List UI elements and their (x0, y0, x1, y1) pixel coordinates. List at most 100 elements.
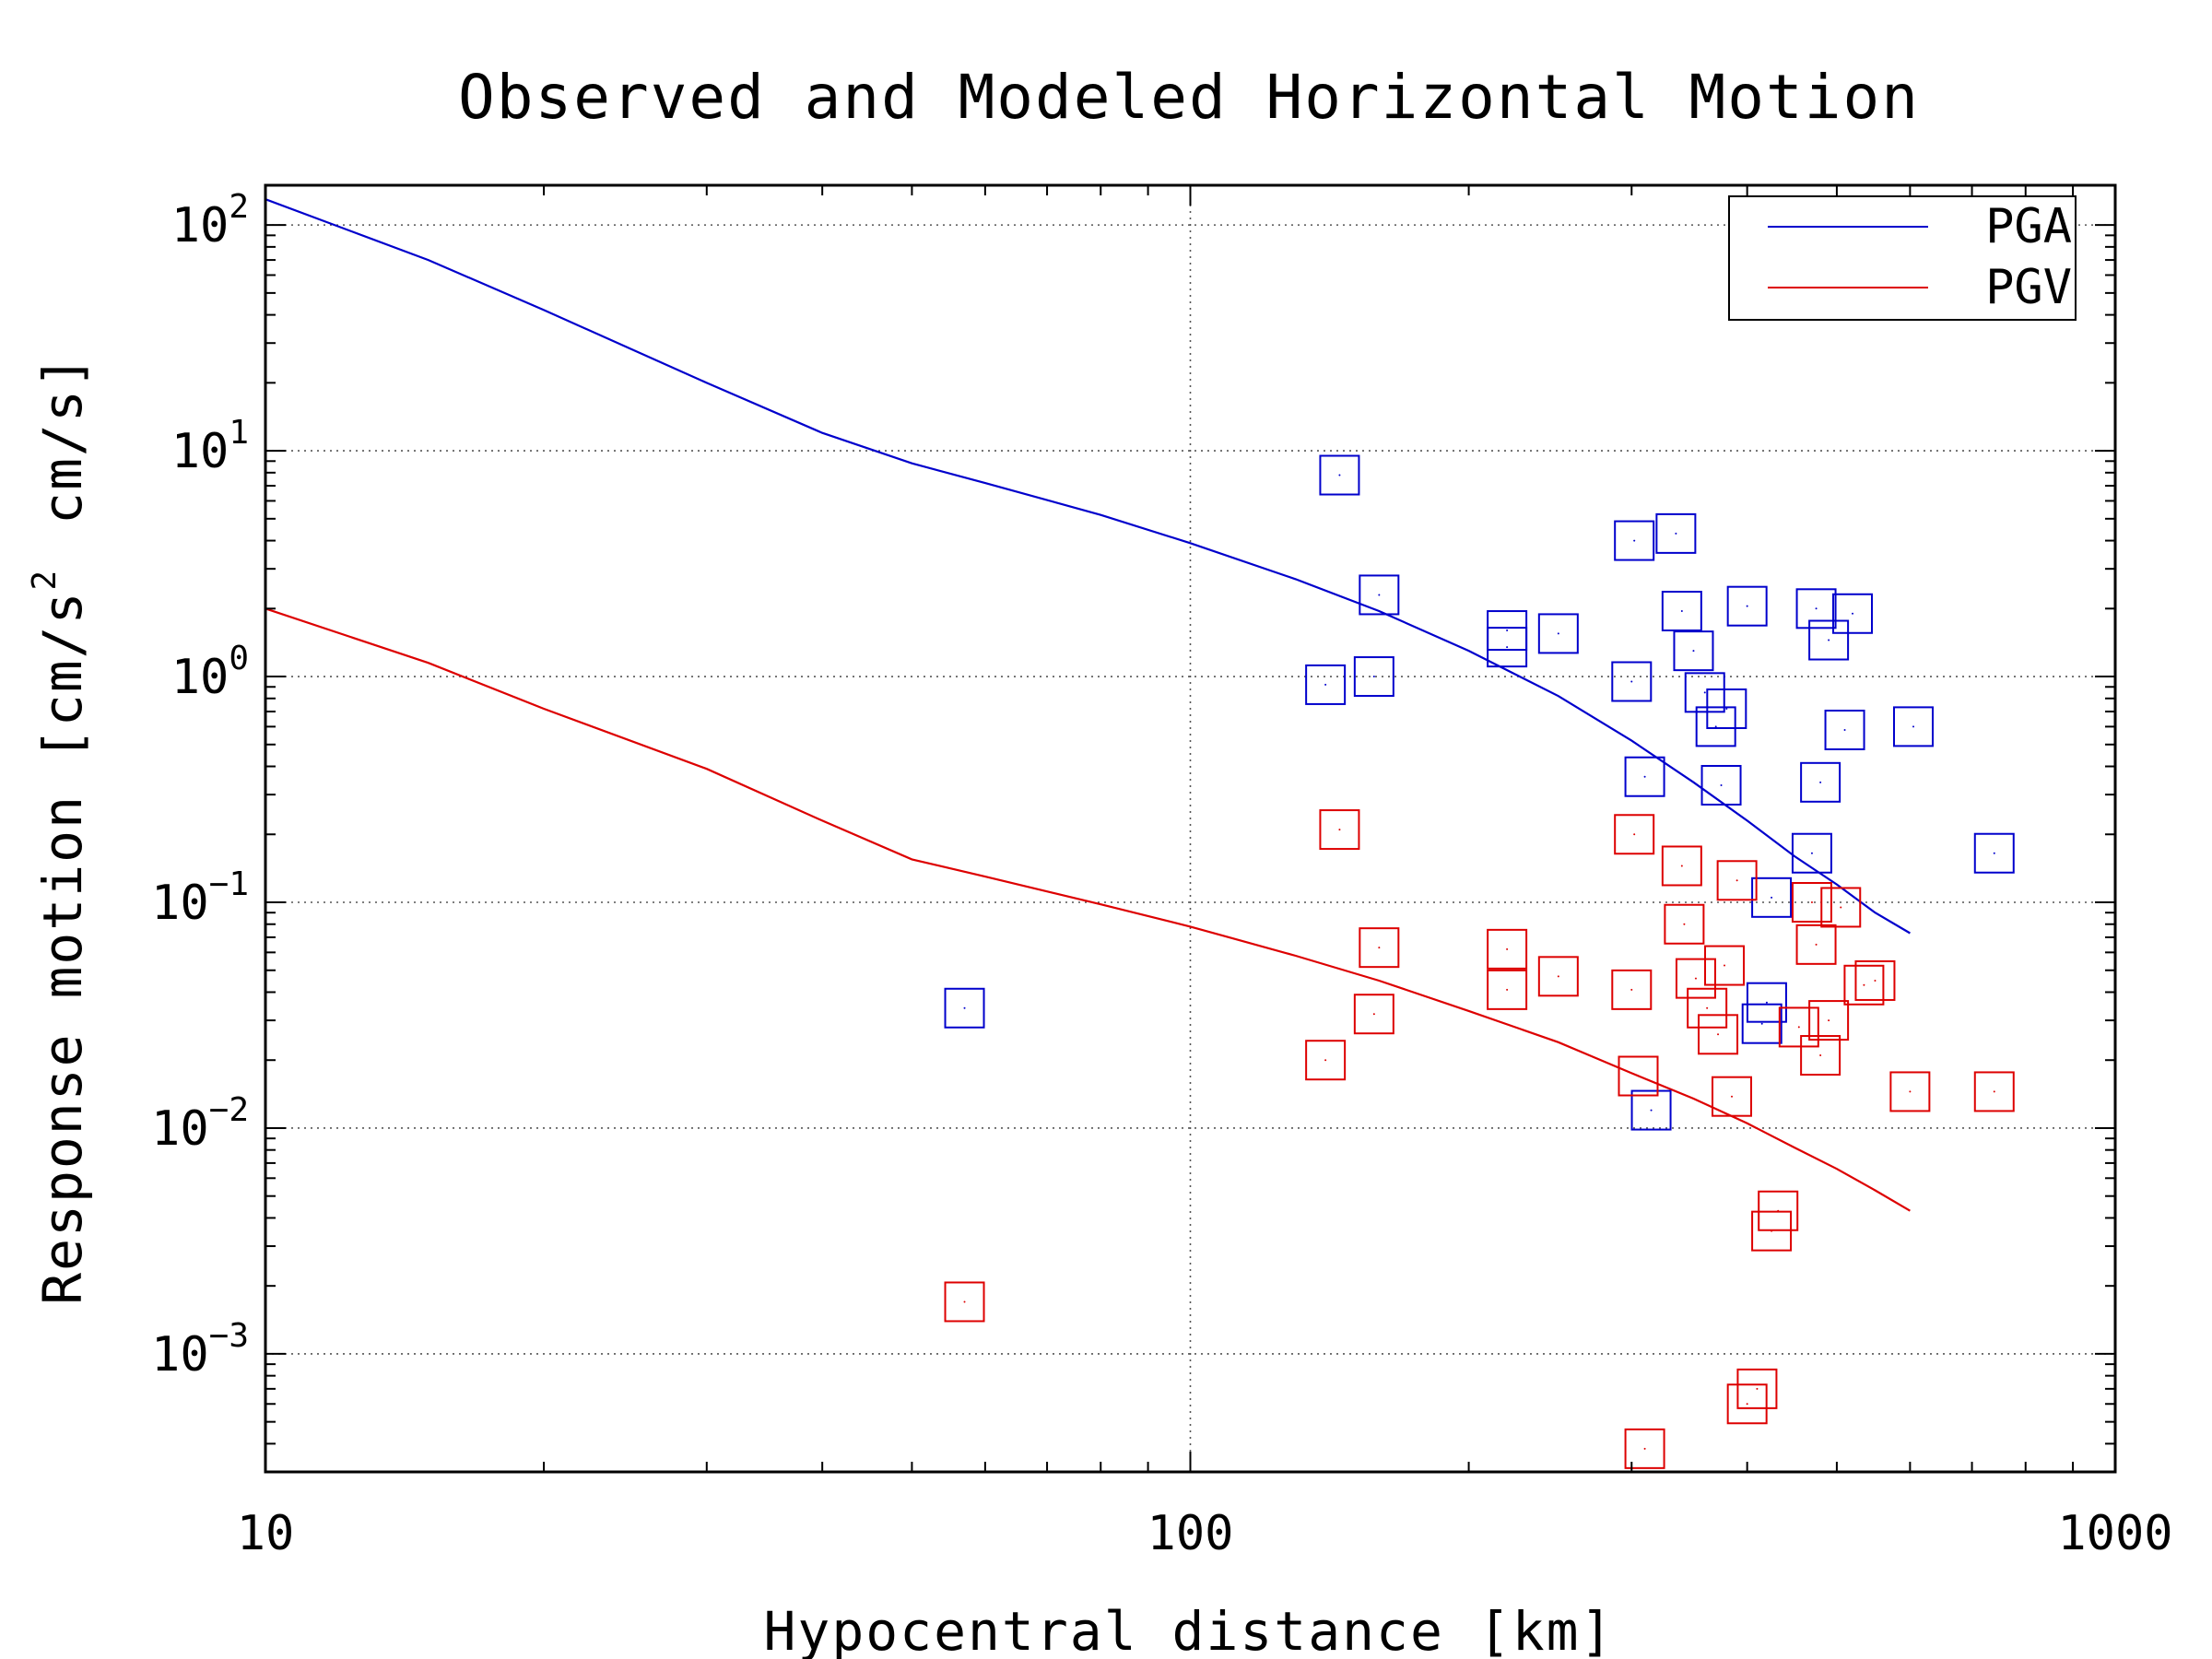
data-point-center (1338, 474, 1341, 477)
data-point-center (1506, 646, 1509, 649)
data-point-center (1815, 607, 1818, 610)
data-point-square (1359, 927, 1400, 969)
data-point-square (1832, 593, 1874, 634)
data-point-center (1706, 1006, 1709, 1009)
legend: PGA PGV (1728, 195, 2077, 321)
data-point-center (1683, 923, 1686, 925)
data-point-square (1673, 630, 1714, 672)
y-tick-exp: −3 (209, 1317, 249, 1355)
data-point-center (1735, 879, 1738, 882)
data-point-center (1777, 1209, 1780, 1212)
data-point-center (1746, 605, 1748, 607)
data-point-square (1614, 520, 1655, 561)
data-point-center (1771, 896, 1773, 899)
data-point-square (1704, 945, 1746, 986)
data-point-square (944, 987, 985, 1029)
y-tick-exp: 2 (229, 188, 249, 226)
data-point-center (1720, 783, 1723, 786)
y-axis-label: Response motion [cm/s2 cm/s] (26, 354, 94, 1305)
data-point-center (1993, 852, 1995, 854)
data-point-square (1319, 454, 1360, 496)
data-point-center (1819, 781, 1822, 783)
data-point-center (1633, 833, 1636, 836)
y-tick-label: 101 (171, 414, 249, 479)
data-point-center (1506, 947, 1509, 950)
observed-markers (944, 454, 2015, 1469)
legend-label-pgv: PGV (1985, 260, 2072, 315)
data-point-square (1537, 613, 1579, 654)
data-point-square (1305, 1040, 1347, 1081)
data-point-square (1854, 959, 1896, 1001)
data-point-square (1889, 1071, 1931, 1112)
data-point-square (1973, 1071, 2015, 1112)
data-point-center (1874, 979, 1877, 982)
x-axis-label: Hypocentral distance [km] (764, 1600, 1615, 1659)
data-point-center (1731, 1095, 1734, 1098)
data-point-square (1695, 706, 1736, 747)
data-point-square (1684, 672, 1725, 713)
data-point-center (1675, 532, 1677, 535)
data-point-square (1716, 860, 1758, 901)
data-point-square (1614, 814, 1655, 855)
data-point-center (1912, 725, 1914, 728)
data-point-square (1661, 845, 1702, 887)
data-point-square (1726, 1383, 1768, 1425)
data-point-center (1650, 1109, 1653, 1112)
data-point-square (1800, 1035, 1841, 1077)
data-point-square (1843, 964, 1885, 1006)
plot-frame (264, 183, 2117, 1474)
data-point-center (1643, 775, 1646, 778)
legend-label-pga: PGA (1985, 199, 2072, 254)
y-tick-base: 10 (171, 424, 229, 479)
data-point-square (1706, 688, 1747, 729)
y-axis-label-tail: cm/s] (31, 354, 94, 524)
data-point-square (1624, 1428, 1665, 1469)
data-point-center (1819, 1054, 1822, 1057)
data-point-square (1664, 903, 1705, 945)
data-point-center (1717, 1033, 1720, 1036)
data-point-square (1353, 994, 1394, 1035)
data-point-center (1828, 639, 1830, 641)
data-point-center (1324, 683, 1327, 686)
data-point-square (1808, 619, 1850, 661)
data-point-square (1700, 764, 1742, 806)
data-point-center (1506, 629, 1509, 632)
data-point-square (1791, 832, 1832, 874)
data-point-square (1808, 1000, 1850, 1041)
data-point-square (1712, 1076, 1753, 1117)
data-point-square (1630, 1089, 1672, 1131)
x-tick-labels: 10 100 1000 (237, 1506, 2173, 1561)
data-point-square (1824, 709, 1865, 750)
y-axis-label-main: Response motion [cm/s (31, 590, 94, 1304)
data-point-square (944, 1281, 985, 1323)
x-tick-label: 100 (1147, 1506, 1234, 1561)
y-tick-label: 100 (171, 640, 249, 705)
data-point-center (1694, 977, 1697, 980)
data-point-center (1724, 964, 1726, 967)
y-tick-base: 10 (151, 1327, 209, 1382)
data-point-square (1487, 969, 1528, 1010)
data-point-center (1909, 1090, 1912, 1093)
data-point-center (1714, 725, 1717, 728)
data-point-center (1643, 1447, 1646, 1450)
data-point-center (1557, 975, 1559, 978)
series-line-pga (265, 198, 1911, 935)
data-point-square (1305, 664, 1347, 705)
data-point-center (1828, 1019, 1830, 1022)
data-point-center (1993, 1090, 1995, 1093)
data-point-center (1557, 632, 1559, 635)
data-point-center (1338, 829, 1341, 831)
data-point-square (1736, 1368, 1778, 1409)
data-point-center (1372, 676, 1375, 678)
data-point-center (1797, 1026, 1800, 1029)
data-point-center (1815, 943, 1818, 946)
y-tick-base: 10 (171, 198, 229, 253)
data-point-square (1795, 588, 1837, 629)
data-point-square (1611, 661, 1653, 702)
y-tick-exp: 1 (229, 414, 249, 452)
data-point-square (1726, 585, 1768, 627)
data-point-square (1741, 1003, 1783, 1044)
y-tick-exp: 0 (229, 640, 249, 677)
data-point-square (1778, 1006, 1819, 1048)
